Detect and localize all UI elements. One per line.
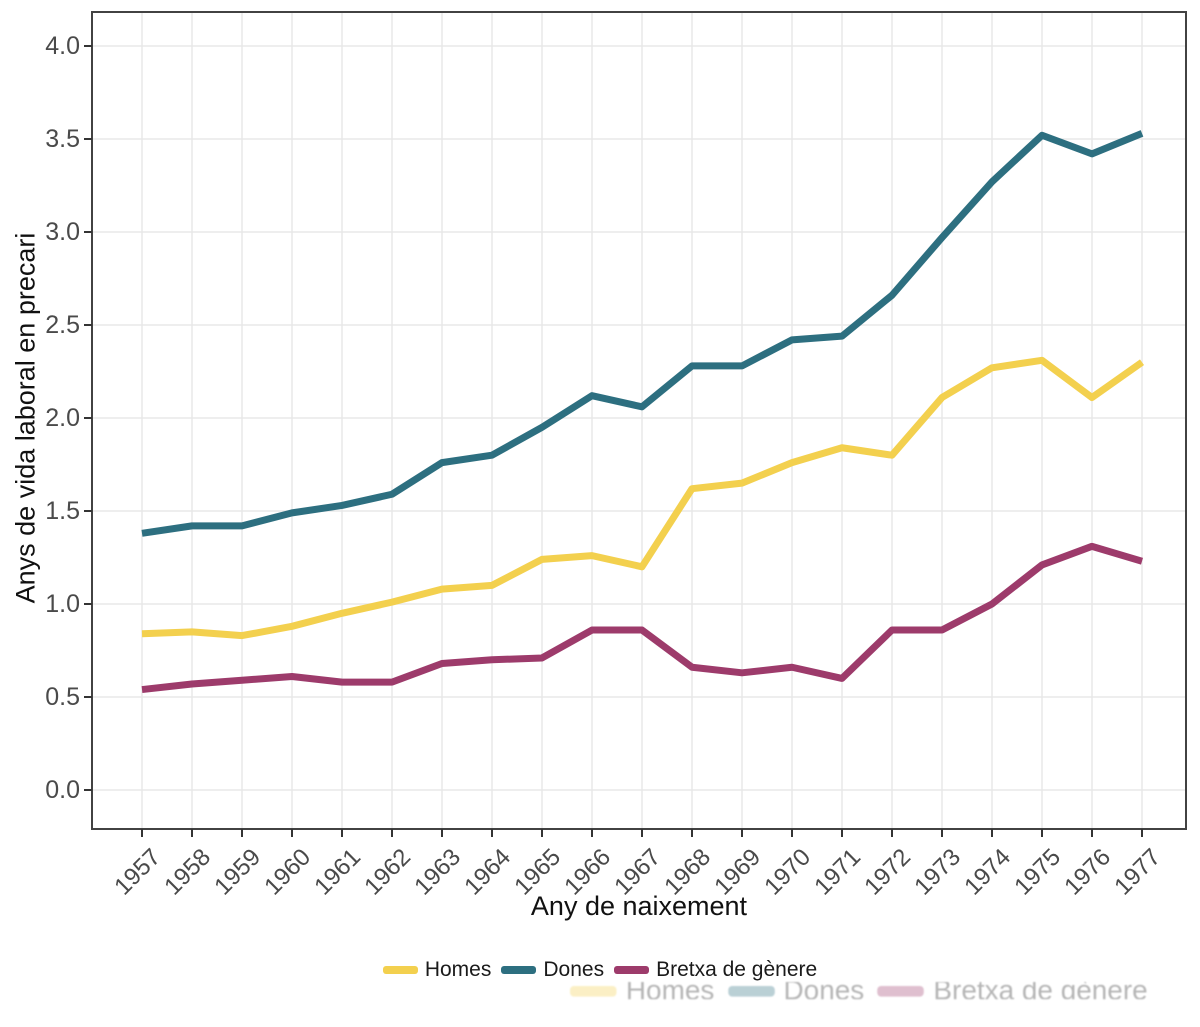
y-tick-label: 3.5 <box>45 125 80 153</box>
x-tick-mark <box>741 829 743 837</box>
y-tick-label: 2.5 <box>45 311 80 339</box>
x-tick-mark <box>141 829 143 837</box>
y-tick-mark <box>84 324 92 326</box>
x-tick-mark <box>1041 829 1043 837</box>
y-tick-mark <box>84 138 92 140</box>
y-tick-label: 1.5 <box>45 497 80 525</box>
x-tick-mark <box>291 829 293 837</box>
x-tick-mark <box>541 829 543 837</box>
y-tick-mark <box>84 231 92 233</box>
x-tick-mark <box>491 829 493 837</box>
series-line-homes <box>141 356 1145 640</box>
y-tick-label: 3.0 <box>45 218 80 246</box>
x-tick-mark <box>391 829 393 837</box>
legend-swatch <box>382 966 418 974</box>
x-axis-title: Any de naixement <box>530 891 748 921</box>
y-tick-mark <box>84 789 92 791</box>
y-tick-label: 0.5 <box>45 683 80 711</box>
legend-item-bretxa-de-g-nere: Bretxa de gènere <box>614 958 817 982</box>
x-tick-mark <box>241 829 243 837</box>
ghost-legend-item-dones: Dones <box>727 982 865 1000</box>
line-chart-svg <box>93 13 1185 828</box>
x-tick-mark <box>341 829 343 837</box>
x-tick-mark <box>591 829 593 837</box>
x-tick-mark <box>1141 829 1143 837</box>
legend-label: Bretxa de gènere <box>933 982 1148 1000</box>
legend-swatch <box>727 985 775 996</box>
y-tick-label: 4.0 <box>45 32 80 60</box>
legend-swatch <box>877 985 925 996</box>
legend-swatch <box>501 966 537 974</box>
legend-item-dones: Dones <box>501 958 604 982</box>
legend-item-homes: Homes <box>382 958 492 982</box>
series-line-dones <box>141 130 1144 537</box>
y-tick-label: 1.0 <box>45 590 80 618</box>
legend-swatch <box>570 985 617 996</box>
legend-label: Dones <box>543 958 605 981</box>
x-tick-mark <box>891 829 893 837</box>
x-tick-mark <box>991 829 993 837</box>
y-tick-mark <box>84 510 92 512</box>
legend-label: Dones <box>783 982 865 1000</box>
legend-label: Bretxa de gènere <box>656 958 818 981</box>
legend: Homes Dones Bretxa de gènere <box>0 958 1200 982</box>
x-tick-mark <box>1091 829 1093 837</box>
ghost-legend-artifact: Homes Dones Bretxa de gènere <box>570 982 1148 999</box>
legend-label: Homes <box>424 958 492 981</box>
series-line-bretxa-de-g-nere <box>141 542 1143 694</box>
x-tick-mark <box>191 829 193 837</box>
y-tick-label: 0.0 <box>45 776 80 804</box>
x-tick-mark <box>841 829 843 837</box>
legend-swatch <box>614 966 650 974</box>
x-tick-mark <box>941 829 943 837</box>
plot-panel <box>91 11 1187 830</box>
x-tick-mark <box>791 829 793 837</box>
y-tick-mark <box>84 45 92 47</box>
y-tick-mark <box>84 696 92 698</box>
y-tick-label: 2.0 <box>45 404 80 432</box>
x-tick-mark <box>641 829 643 837</box>
x-tick-mark <box>441 829 443 837</box>
x-tick-mark <box>691 829 693 837</box>
y-tick-mark <box>84 603 92 605</box>
legend-label: Homes <box>625 982 715 1000</box>
ghost-legend-item-bretxa-de-g-nere: Bretxa de gènere <box>877 982 1148 1000</box>
y-tick-mark <box>84 417 92 419</box>
ghost-legend-item-homes: Homes <box>570 982 714 999</box>
